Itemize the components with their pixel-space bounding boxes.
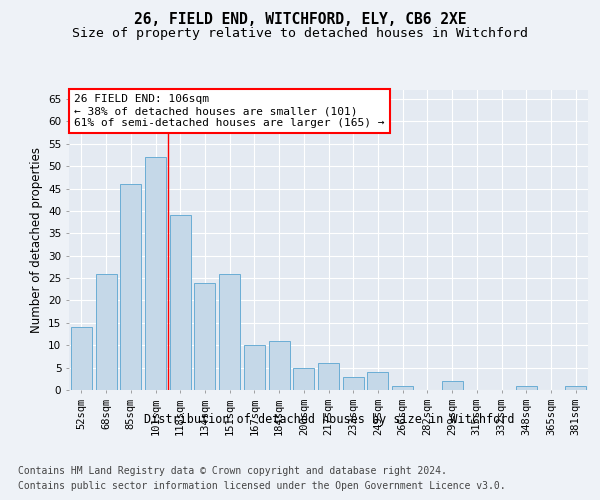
Text: Distribution of detached houses by size in Witchford: Distribution of detached houses by size … [143,412,514,426]
Y-axis label: Number of detached properties: Number of detached properties [29,147,43,333]
Bar [442,381,463,390]
Bar [343,376,364,390]
Bar [120,184,141,390]
Bar [219,274,240,390]
Bar [95,274,116,390]
Bar [565,386,586,390]
Bar [516,386,537,390]
Bar [170,216,191,390]
Bar [244,345,265,390]
Text: 26 FIELD END: 106sqm
← 38% of detached houses are smaller (101)
61% of semi-deta: 26 FIELD END: 106sqm ← 38% of detached h… [74,94,385,128]
Bar [318,363,339,390]
Bar [194,282,215,390]
Bar [367,372,388,390]
Text: Size of property relative to detached houses in Witchford: Size of property relative to detached ho… [72,28,528,40]
Bar [145,157,166,390]
Bar [71,328,92,390]
Text: Contains HM Land Registry data © Crown copyright and database right 2024.: Contains HM Land Registry data © Crown c… [18,466,447,476]
Bar [269,340,290,390]
Text: Contains public sector information licensed under the Open Government Licence v3: Contains public sector information licen… [18,481,506,491]
Bar [293,368,314,390]
Text: 26, FIELD END, WITCHFORD, ELY, CB6 2XE: 26, FIELD END, WITCHFORD, ELY, CB6 2XE [134,12,466,28]
Bar [392,386,413,390]
